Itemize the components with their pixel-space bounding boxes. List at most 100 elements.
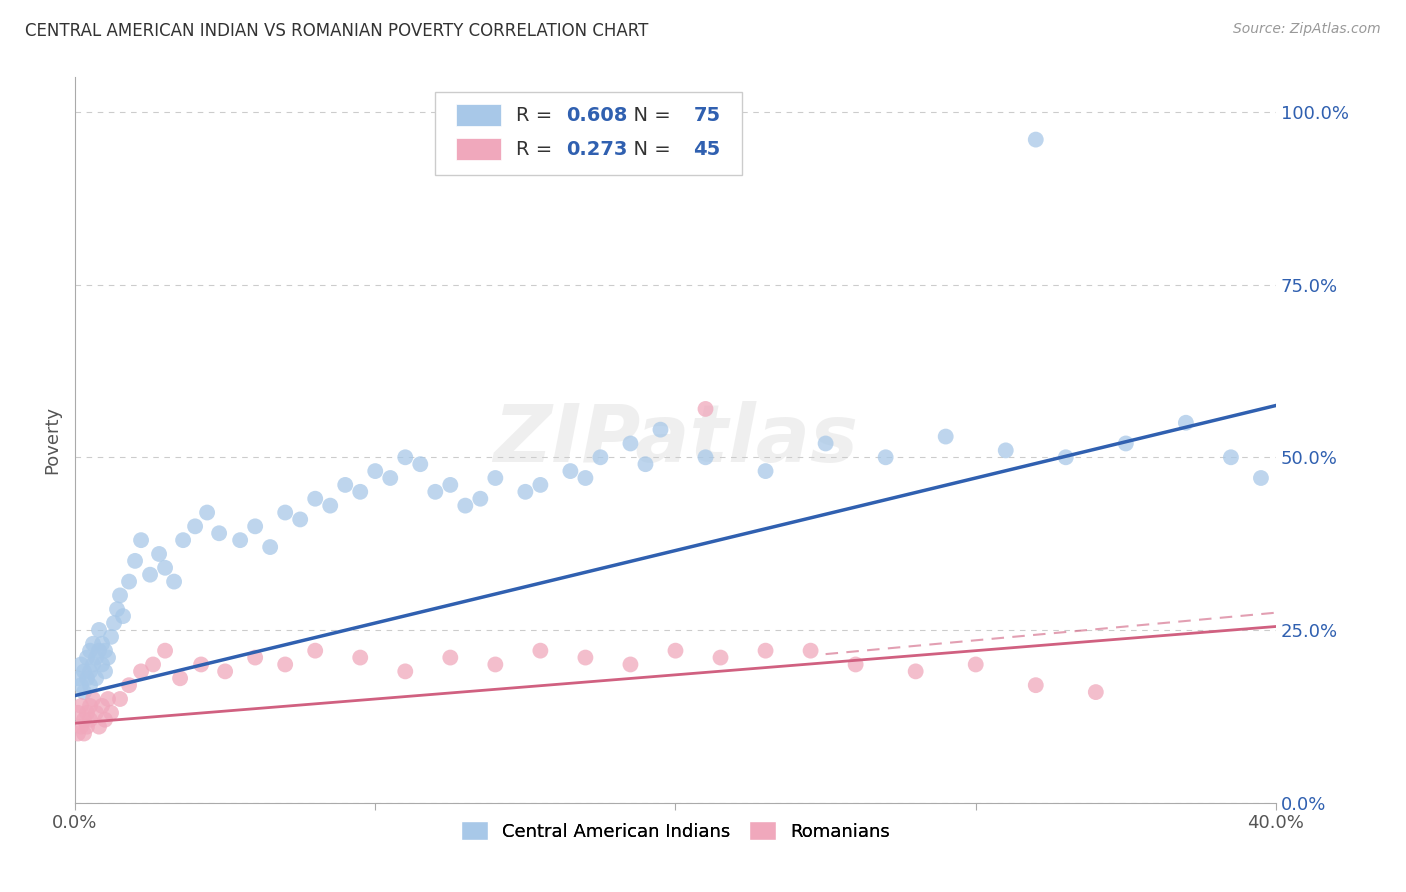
Point xyxy=(94,643,117,657)
Point xyxy=(274,506,297,520)
Point xyxy=(589,450,612,465)
Point xyxy=(274,657,297,672)
Point xyxy=(619,657,641,672)
Point xyxy=(695,401,717,416)
Point xyxy=(105,602,128,616)
Point xyxy=(70,720,93,734)
Point xyxy=(76,671,98,685)
Point xyxy=(118,574,141,589)
Point xyxy=(73,726,96,740)
Point xyxy=(91,637,114,651)
Point xyxy=(904,665,927,679)
Text: 45: 45 xyxy=(693,140,721,159)
Point xyxy=(190,657,212,672)
Point xyxy=(1250,471,1272,485)
Point xyxy=(574,471,596,485)
Point xyxy=(965,657,987,672)
Point xyxy=(163,574,186,589)
Point xyxy=(425,484,447,499)
Point xyxy=(195,506,218,520)
Point xyxy=(169,671,191,685)
Point xyxy=(208,526,231,541)
Point xyxy=(814,436,837,450)
Point xyxy=(875,450,897,465)
Point xyxy=(148,547,170,561)
Point xyxy=(94,665,117,679)
Point xyxy=(619,436,641,450)
Legend: Central American Indians, Romanians: Central American Indians, Romanians xyxy=(454,814,897,848)
Point xyxy=(66,706,89,720)
Text: 0.608: 0.608 xyxy=(567,105,627,125)
Point xyxy=(79,713,101,727)
Point xyxy=(129,665,152,679)
Point xyxy=(79,665,101,679)
Point xyxy=(172,533,194,548)
Point xyxy=(1054,450,1077,465)
Point xyxy=(66,726,89,740)
Point xyxy=(1115,436,1137,450)
Point xyxy=(139,567,162,582)
Point xyxy=(87,720,110,734)
Y-axis label: Poverty: Poverty xyxy=(44,406,60,474)
Point xyxy=(349,484,371,499)
Point xyxy=(364,464,387,478)
Point xyxy=(529,478,551,492)
Point xyxy=(76,720,98,734)
Text: ZIPatlas: ZIPatlas xyxy=(494,401,858,479)
Point xyxy=(129,533,152,548)
Point xyxy=(84,671,107,685)
Point xyxy=(709,650,731,665)
Point xyxy=(1084,685,1107,699)
Point xyxy=(409,457,432,471)
Point xyxy=(243,519,266,533)
Point xyxy=(70,698,93,713)
Point xyxy=(153,643,176,657)
Point xyxy=(845,657,868,672)
Point xyxy=(994,443,1017,458)
Point xyxy=(243,650,266,665)
Point xyxy=(84,650,107,665)
Point xyxy=(124,554,146,568)
Point xyxy=(82,692,104,706)
Point xyxy=(94,713,117,727)
Point xyxy=(349,650,371,665)
Text: Source: ZipAtlas.com: Source: ZipAtlas.com xyxy=(1233,22,1381,37)
FancyBboxPatch shape xyxy=(456,138,502,160)
Text: CENTRAL AMERICAN INDIAN VS ROMANIAN POVERTY CORRELATION CHART: CENTRAL AMERICAN INDIAN VS ROMANIAN POVE… xyxy=(25,22,648,40)
Point xyxy=(79,678,101,692)
Point xyxy=(112,609,135,624)
Point xyxy=(87,623,110,637)
Point xyxy=(84,706,107,720)
Point xyxy=(515,484,537,499)
Point xyxy=(70,657,93,672)
Point xyxy=(73,665,96,679)
Point xyxy=(304,491,326,506)
Point xyxy=(394,450,416,465)
Text: R =: R = xyxy=(516,140,558,159)
Point xyxy=(754,643,776,657)
Point xyxy=(1025,678,1047,692)
Point xyxy=(76,706,98,720)
Point xyxy=(664,643,686,657)
Point xyxy=(79,643,101,657)
Point xyxy=(259,540,281,554)
Point xyxy=(82,637,104,651)
Text: N =: N = xyxy=(621,105,678,125)
Text: N =: N = xyxy=(621,140,678,159)
Text: R =: R = xyxy=(516,105,558,125)
Point xyxy=(73,713,96,727)
Text: 0.273: 0.273 xyxy=(567,140,627,159)
Point xyxy=(66,671,89,685)
Point xyxy=(304,643,326,657)
Point xyxy=(87,643,110,657)
Point xyxy=(634,457,657,471)
Point xyxy=(70,678,93,692)
Point xyxy=(103,615,125,630)
Point xyxy=(1174,416,1197,430)
Point xyxy=(529,643,551,657)
Point xyxy=(91,698,114,713)
Point xyxy=(118,678,141,692)
Point xyxy=(439,650,461,665)
Text: 75: 75 xyxy=(693,105,721,125)
Point xyxy=(754,464,776,478)
